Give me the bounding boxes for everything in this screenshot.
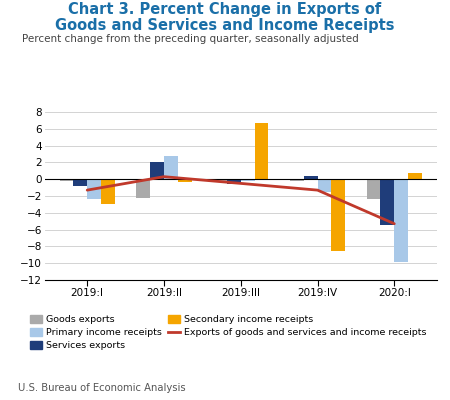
Bar xyxy=(318,179,331,192)
Text: Chart 3. Percent Change in Exports of: Chart 3. Percent Change in Exports of xyxy=(68,2,382,17)
Bar xyxy=(101,179,115,204)
Bar xyxy=(380,179,394,225)
Bar xyxy=(394,179,408,262)
Bar xyxy=(150,162,164,179)
Bar xyxy=(178,179,192,182)
Bar xyxy=(136,179,150,198)
Bar xyxy=(87,179,101,199)
Text: Goods and Services and Income Receipts: Goods and Services and Income Receipts xyxy=(55,18,395,33)
Bar xyxy=(73,179,87,186)
Bar xyxy=(255,123,268,179)
Bar xyxy=(164,156,178,179)
Text: U.S. Bureau of Economic Analysis: U.S. Bureau of Economic Analysis xyxy=(18,383,185,393)
Bar xyxy=(227,179,241,184)
Bar xyxy=(408,173,422,179)
Text: Percent change from the preceding quarter, seasonally adjusted: Percent change from the preceding quarte… xyxy=(22,34,359,44)
Bar xyxy=(304,176,318,179)
Bar xyxy=(290,179,304,181)
Bar xyxy=(241,179,255,181)
Bar xyxy=(59,179,73,181)
Bar xyxy=(367,179,380,198)
Bar xyxy=(331,179,345,250)
Bar xyxy=(213,179,227,182)
Legend: Goods exports, Primary income receipts, Services exports, Secondary income recei: Goods exports, Primary income receipts, … xyxy=(30,315,426,350)
